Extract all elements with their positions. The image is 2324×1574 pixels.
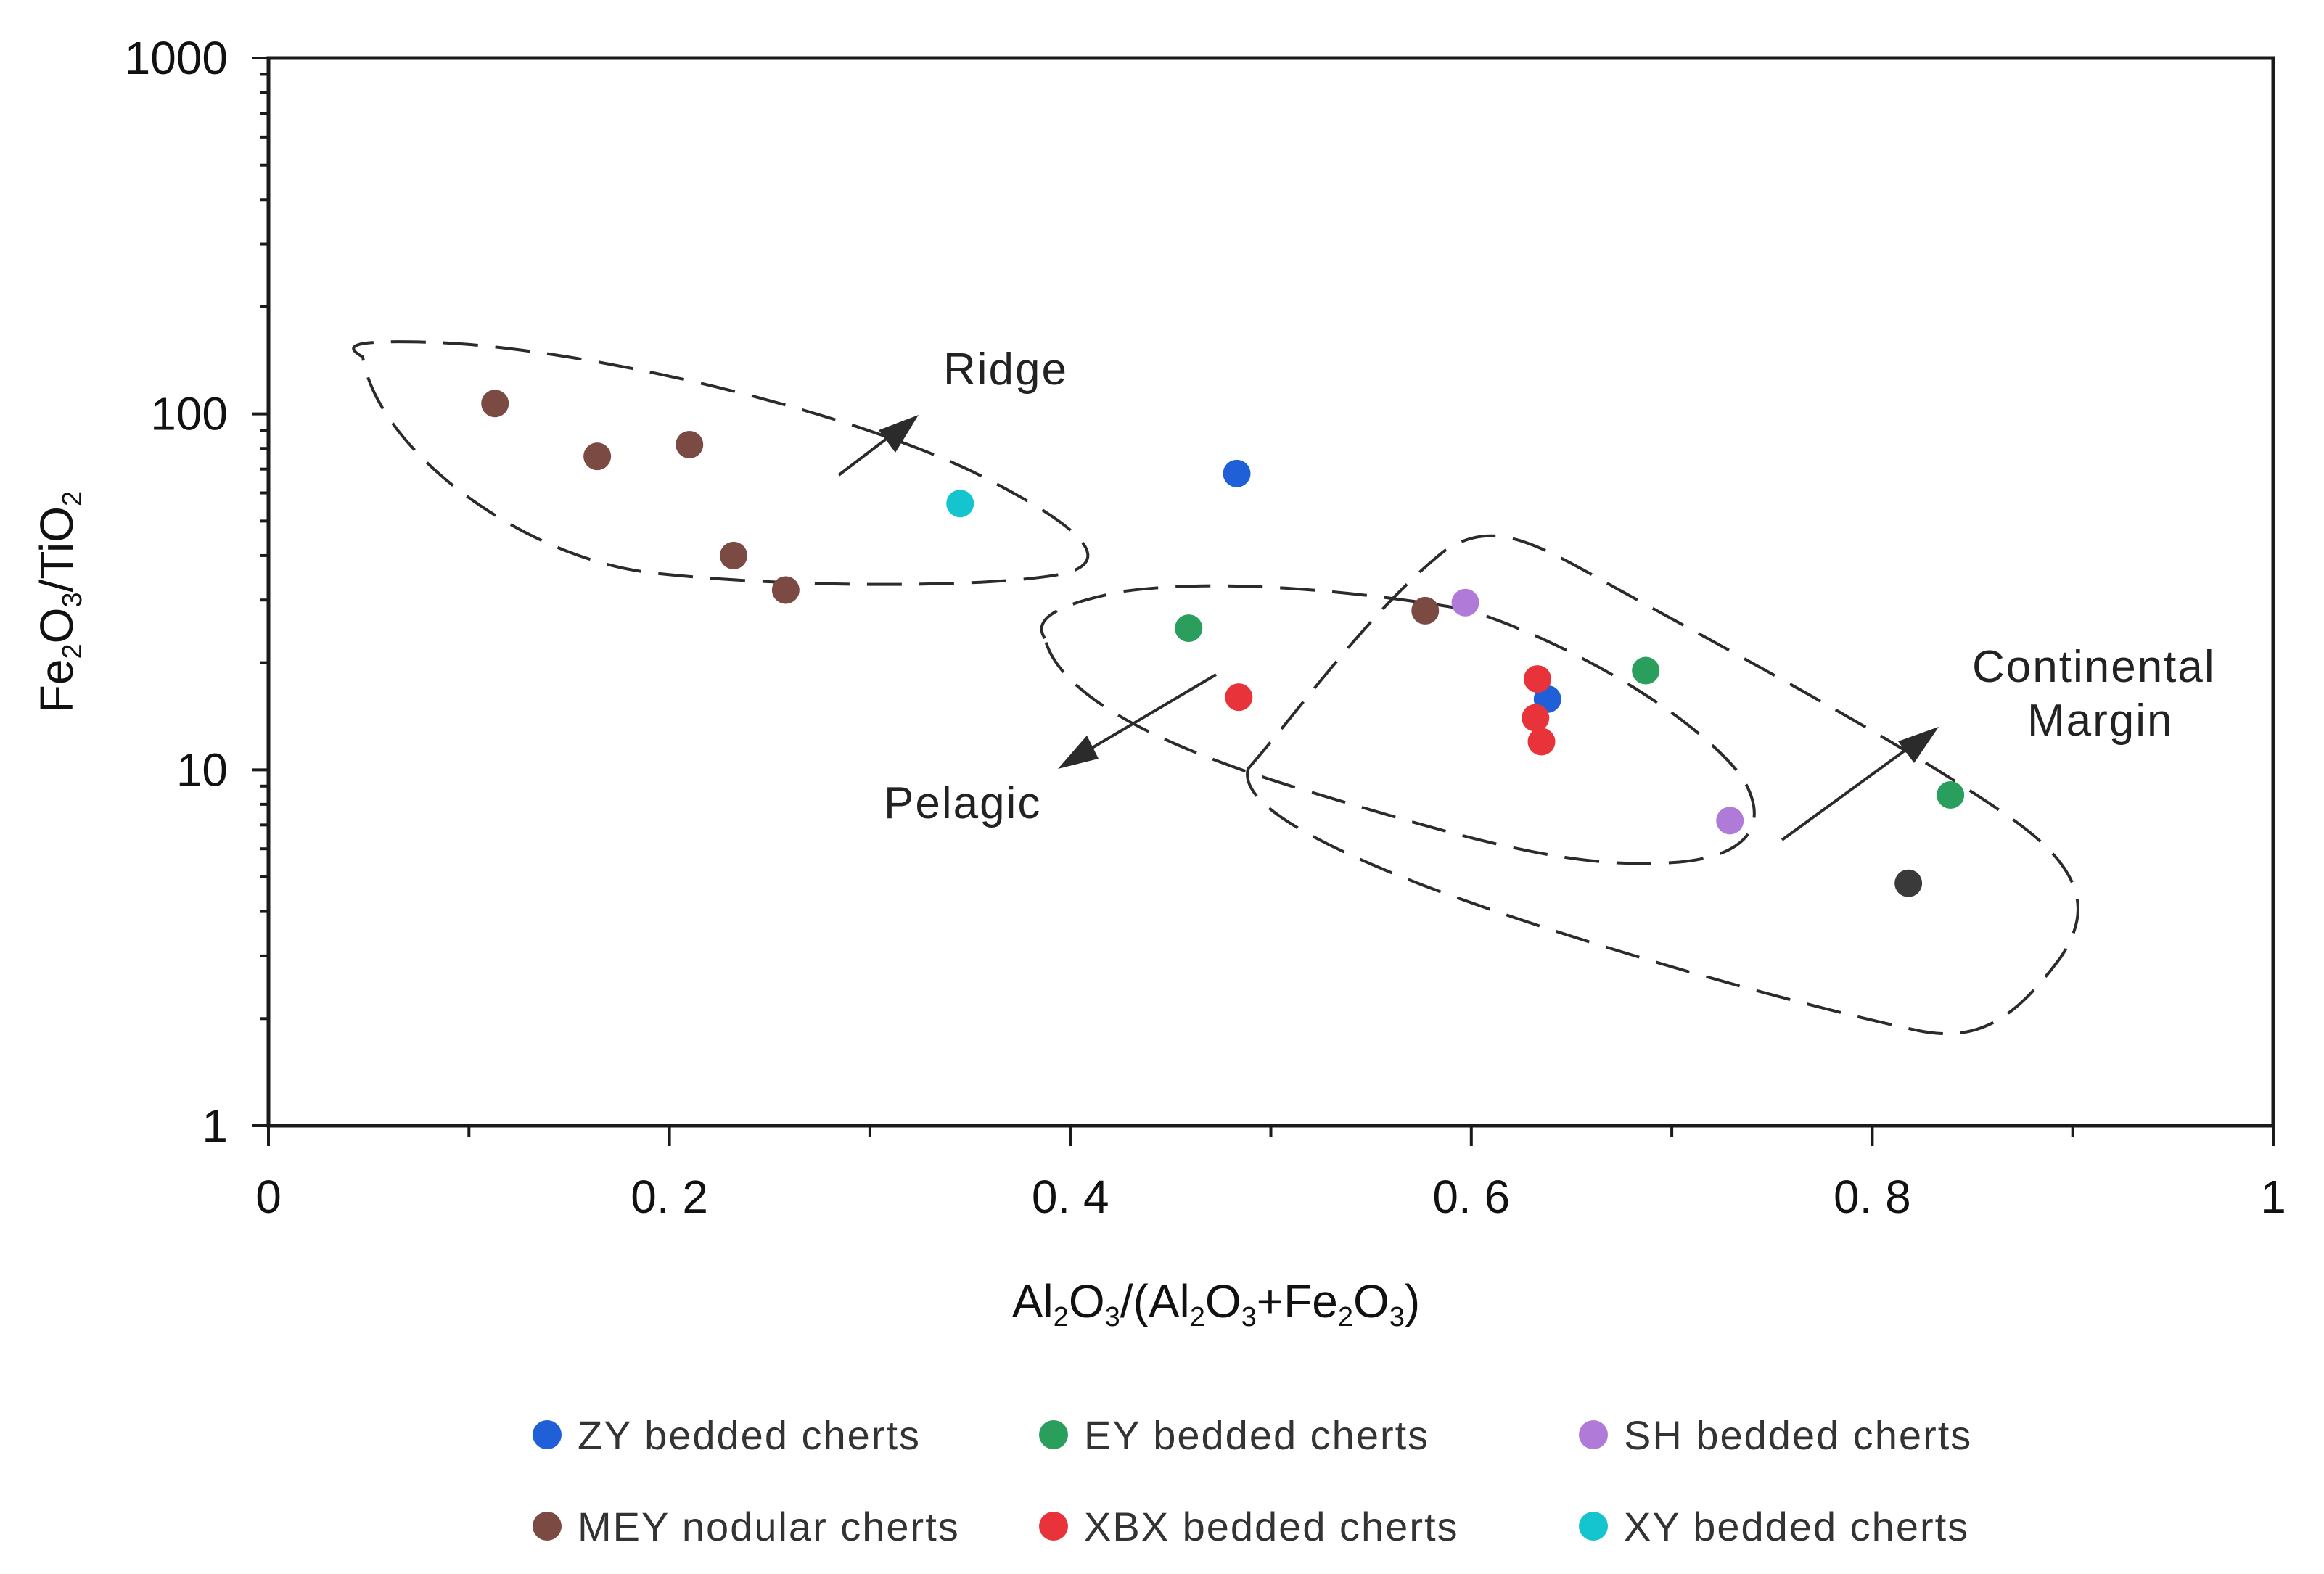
ridge-arrow: [837, 415, 919, 477]
pelagic-field: [1040, 584, 1756, 865]
data-point: [481, 390, 509, 418]
pelagic-label: Pelagic: [884, 778, 1041, 828]
data-point: [1451, 588, 1479, 617]
y-tick-label: 1: [202, 1100, 228, 1152]
data-point: [583, 442, 612, 471]
continental-margin-arrow: [1781, 727, 1939, 841]
data-point: [1225, 683, 1253, 712]
x-tick-label: 0. 2: [631, 1171, 708, 1223]
data-points: [481, 390, 1965, 897]
y-tick-label: 1000: [125, 32, 228, 84]
legend-label: MEY nodular cherts: [578, 1504, 960, 1549]
data-point: [946, 490, 974, 518]
ridge-label: Ridge: [943, 345, 1068, 395]
continental-label-line1: Continental: [1972, 642, 2216, 692]
data-point: [1937, 780, 1965, 809]
ridge-field: [352, 340, 1090, 586]
data-point: [1527, 728, 1556, 756]
data-point: [676, 430, 704, 458]
legend-label: ZY bedded cherts: [578, 1412, 921, 1458]
y-axis: 1 10 100 1000: [125, 32, 268, 1152]
y-tick-label: 100: [150, 388, 228, 440]
x-tick-label: 0. 6: [1432, 1171, 1510, 1223]
x-axis-title: Al2O3/(Al2O3+Fe2O3): [1012, 1275, 1420, 1332]
x-tick-label: 1: [2260, 1171, 2286, 1223]
plot-frame: [266, 56, 2275, 1128]
y-axis-title: Fe2O3/TiO2: [30, 491, 88, 713]
x-tick-label: 0: [255, 1171, 282, 1223]
legend-marker: [533, 1512, 562, 1541]
data-point: [1716, 807, 1744, 835]
legend-label: SH bedded cherts: [1624, 1412, 1972, 1458]
legend: ZY bedded cherts EY bedded cherts SH bedde…: [533, 1412, 1972, 1549]
data-point: [720, 541, 748, 569]
data-point: [1411, 596, 1440, 625]
continental-label-line2: Margin: [2027, 696, 2174, 746]
legend-label: XY bedded cherts: [1624, 1504, 1969, 1549]
legend-marker: [1039, 1512, 1068, 1541]
continental-margin-field: [1246, 534, 2079, 1036]
legend-marker: [1579, 1420, 1608, 1449]
legend-marker: [1039, 1420, 1068, 1449]
data-point: [1175, 614, 1203, 643]
legend-marker: [533, 1420, 562, 1449]
data-point: [1522, 704, 1550, 732]
pelagic-arrow: [1058, 673, 1218, 769]
y-tick-label: 10: [176, 743, 228, 796]
data-point: [1523, 665, 1551, 693]
legend-label: XBX bedded cherts: [1084, 1504, 1459, 1549]
data-point: [1894, 869, 1923, 897]
data-point: [1632, 656, 1660, 685]
data-point: [1223, 459, 1251, 487]
x-tick-label: 0. 4: [1032, 1171, 1109, 1223]
x-tick-label: 0. 8: [1834, 1171, 1911, 1223]
data-point: [771, 576, 800, 604]
legend-marker: [1579, 1512, 1608, 1541]
legend-label: EY bedded cherts: [1084, 1412, 1429, 1458]
x-axis: 0 0. 2 0. 4 0. 6 0. 8 1: [255, 1126, 2286, 1223]
